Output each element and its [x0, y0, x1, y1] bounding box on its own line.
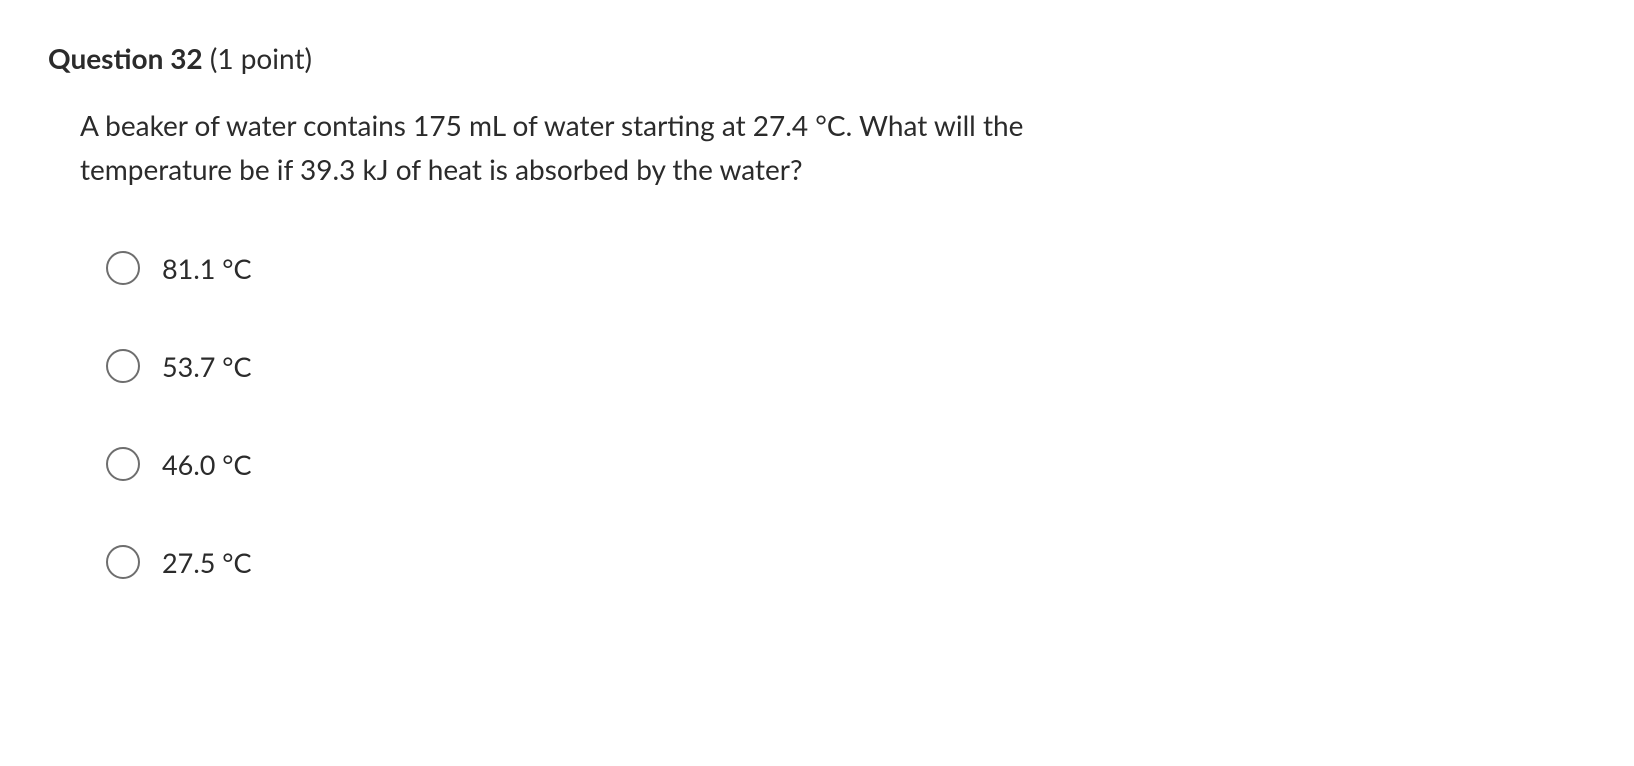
- option-row[interactable]: 81.1 °C: [106, 251, 1586, 285]
- options-list: 81.1 °C 53.7 °C 46.0 °C 27.5 °C: [48, 251, 1586, 579]
- option-label: 46.0 °C: [162, 451, 252, 478]
- radio-icon[interactable]: [106, 447, 140, 481]
- radio-icon[interactable]: [106, 545, 140, 579]
- question-container: Question 32 (1 point) A beaker of water …: [0, 0, 1634, 579]
- option-label: 53.7 °C: [162, 353, 252, 380]
- question-text: A beaker of water contains 175 mL of wat…: [48, 104, 1180, 191]
- option-row[interactable]: 53.7 °C: [106, 349, 1586, 383]
- question-header: Question 32 (1 point): [48, 40, 1586, 76]
- option-row[interactable]: 46.0 °C: [106, 447, 1586, 481]
- option-label: 81.1 °C: [162, 255, 252, 282]
- option-row[interactable]: 27.5 °C: [106, 545, 1586, 579]
- question-points: (1 point): [210, 41, 312, 75]
- radio-icon[interactable]: [106, 251, 140, 285]
- radio-icon[interactable]: [106, 349, 140, 383]
- question-number: Question 32: [48, 41, 203, 75]
- option-label: 27.5 °C: [162, 549, 252, 576]
